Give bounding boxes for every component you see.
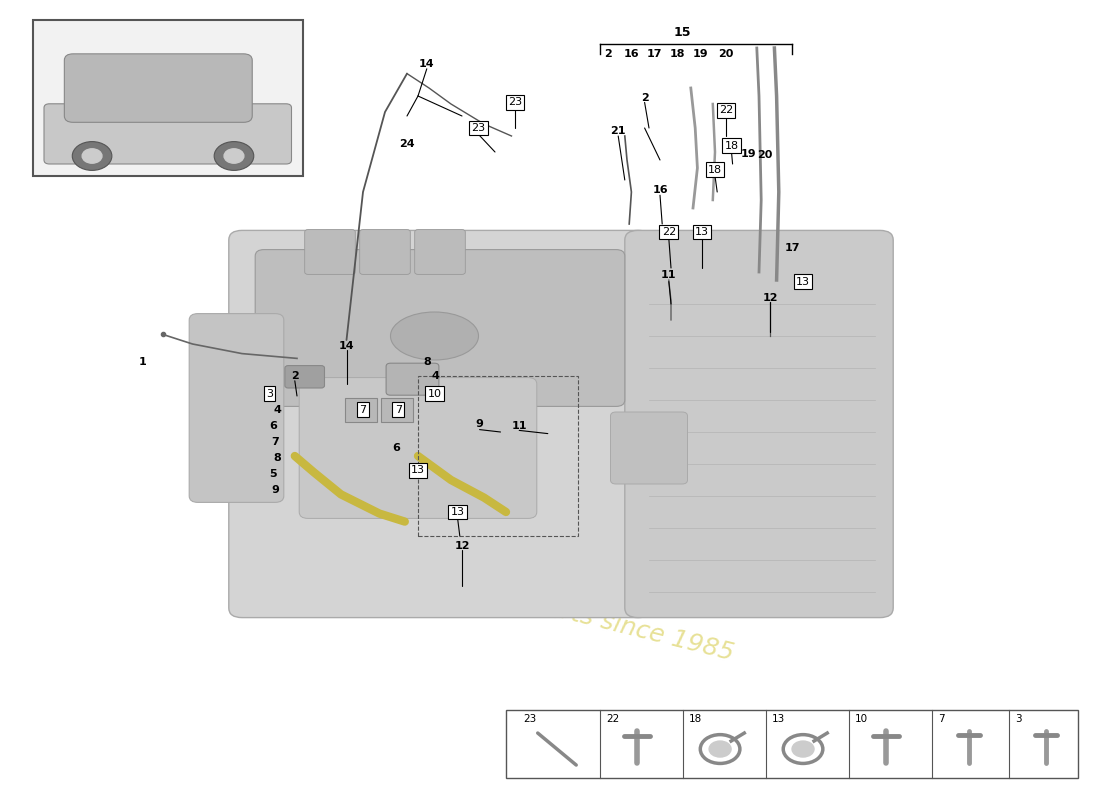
Text: 23: 23 (522, 714, 536, 725)
Text: 18: 18 (725, 141, 738, 150)
FancyBboxPatch shape (386, 363, 439, 395)
Text: 4: 4 (273, 405, 282, 414)
Text: 7: 7 (360, 405, 366, 414)
Text: 13: 13 (411, 466, 425, 475)
Text: 2: 2 (640, 93, 649, 102)
FancyBboxPatch shape (189, 314, 284, 502)
Text: 13: 13 (772, 714, 785, 725)
FancyBboxPatch shape (229, 230, 651, 618)
FancyBboxPatch shape (65, 54, 252, 122)
Ellipse shape (390, 312, 478, 360)
Text: 19: 19 (740, 149, 756, 158)
Circle shape (82, 149, 102, 163)
Text: 6: 6 (268, 421, 277, 430)
Text: 6: 6 (392, 443, 400, 453)
FancyBboxPatch shape (415, 230, 465, 274)
Circle shape (73, 142, 112, 170)
Text: 13: 13 (796, 277, 810, 286)
Text: 24: 24 (399, 139, 415, 149)
Circle shape (792, 741, 814, 757)
Text: 12: 12 (762, 293, 778, 302)
Text: 9: 9 (271, 485, 279, 494)
Text: 2: 2 (604, 50, 613, 59)
Text: a passion for parts since 1985: a passion for parts since 1985 (364, 550, 736, 666)
Text: 10: 10 (855, 714, 868, 725)
Text: 8: 8 (273, 453, 282, 462)
Text: 16: 16 (624, 50, 639, 59)
Text: 22: 22 (662, 227, 675, 237)
FancyBboxPatch shape (625, 230, 893, 618)
Text: 10: 10 (428, 389, 441, 398)
Text: 13: 13 (451, 507, 464, 517)
Text: 7: 7 (937, 714, 944, 725)
Text: 19: 19 (693, 50, 708, 59)
Text: 3: 3 (1015, 714, 1022, 725)
Text: 1: 1 (139, 357, 147, 366)
FancyBboxPatch shape (610, 412, 688, 484)
Text: 9: 9 (475, 419, 484, 429)
Text: 22: 22 (606, 714, 619, 725)
FancyBboxPatch shape (345, 398, 377, 422)
Bar (506, 710, 1078, 778)
Text: 5: 5 (270, 469, 276, 478)
FancyBboxPatch shape (255, 250, 625, 406)
Text: 17: 17 (647, 50, 662, 59)
FancyBboxPatch shape (299, 378, 537, 518)
Text: 7: 7 (271, 437, 279, 446)
Bar (418, 376, 578, 536)
Text: 18: 18 (708, 165, 722, 174)
Text: 22: 22 (719, 106, 733, 115)
Text: 23: 23 (508, 98, 521, 107)
Text: 11: 11 (661, 270, 676, 280)
FancyBboxPatch shape (285, 366, 324, 388)
Text: 2: 2 (290, 371, 299, 381)
Text: 7: 7 (395, 405, 402, 414)
Text: 17: 17 (784, 243, 800, 253)
FancyBboxPatch shape (360, 230, 410, 274)
Text: 4: 4 (431, 371, 440, 381)
Text: 21: 21 (610, 126, 626, 136)
FancyBboxPatch shape (381, 398, 412, 422)
Text: 3: 3 (266, 389, 273, 398)
Text: 15: 15 (673, 26, 691, 38)
Text: 18: 18 (689, 714, 702, 725)
Circle shape (224, 149, 244, 163)
Text: 23: 23 (472, 123, 485, 133)
FancyBboxPatch shape (305, 230, 355, 274)
Text: eu: eu (286, 296, 537, 472)
Text: 14: 14 (419, 59, 435, 69)
Text: 20: 20 (718, 50, 734, 59)
Circle shape (214, 142, 254, 170)
Text: 18: 18 (670, 50, 685, 59)
Text: 8: 8 (422, 357, 431, 366)
Circle shape (710, 741, 732, 757)
Text: 11: 11 (512, 421, 527, 430)
Text: 14: 14 (339, 341, 354, 350)
Text: 13: 13 (695, 227, 708, 237)
Text: 20: 20 (757, 150, 772, 160)
Text: 16: 16 (652, 186, 668, 195)
FancyBboxPatch shape (44, 104, 292, 164)
Text: 12: 12 (454, 541, 470, 550)
Bar (33, 20, 302, 176)
